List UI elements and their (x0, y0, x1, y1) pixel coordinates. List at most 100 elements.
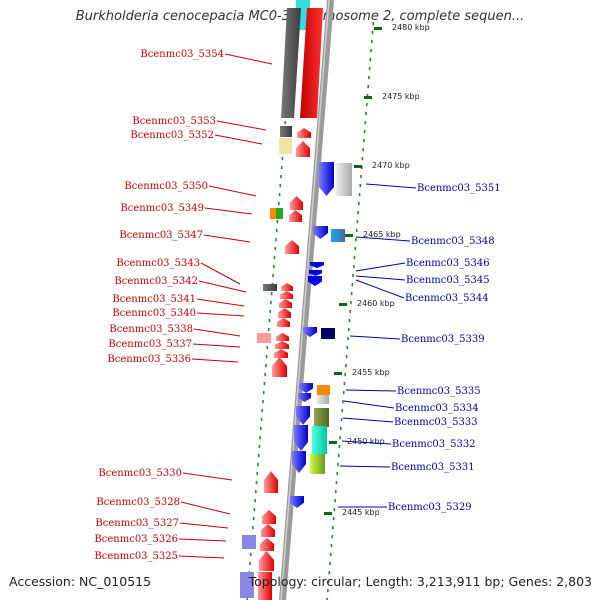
reverse-gene-label: Bcenmc03_5346 (406, 258, 490, 269)
forward-gene-leader (180, 501, 231, 515)
gene-arrow-reverse (296, 406, 310, 425)
gene-box-lime (310, 454, 325, 474)
forward-gene-leader (196, 312, 245, 317)
kbp-tick-mark (364, 96, 372, 99)
reverse-gene-leader (355, 279, 405, 299)
dotted-guide-dot (355, 229, 358, 233)
dotted-guide-dot (275, 238, 277, 242)
dotted-guide-dot (356, 220, 359, 224)
kbp-tick-mark (345, 234, 353, 237)
gene-arrow-forward (262, 510, 276, 524)
gene-arrow-forward (260, 538, 274, 551)
forward-gene-leader (214, 134, 263, 145)
dotted-guide-dot (355, 238, 357, 242)
kbp-tick-mark (324, 512, 332, 515)
dotted-guide-dot (332, 517, 335, 521)
gene-box-olive (314, 408, 329, 427)
dotted-guide-dot (363, 139, 365, 143)
gene-arrow-reverse (308, 276, 322, 286)
gene-box-lightgray (336, 163, 352, 196)
gene-arrow-reverse (298, 393, 311, 402)
dotted-guide-dot (261, 409, 264, 413)
dotted-guide-dot (335, 481, 338, 485)
kbp-tick-label: 2455 kbp (352, 368, 390, 377)
dotted-guide-dot (276, 220, 279, 224)
dotted-guide-dot (370, 49, 372, 53)
dotted-guide-dot (352, 274, 354, 278)
dotted-guide-dot (358, 193, 361, 197)
gene-block-large-red (300, 8, 323, 118)
dotted-guide-dot (280, 175, 282, 179)
gene-box-pink (257, 333, 271, 343)
dotted-guide-dot (262, 391, 265, 395)
gene-arrow-forward (275, 341, 289, 349)
kbp-tick-mark (374, 27, 382, 30)
reverse-gene-label: Bcenmc03_5331 (391, 462, 475, 473)
reverse-gene-label: Bcenmc03_5332 (392, 439, 476, 450)
gene-arrow-reverse (319, 162, 334, 196)
dotted-guide-dot (340, 418, 343, 422)
gene-arrow-reverse (294, 425, 308, 451)
dotted-guide-dot (362, 148, 364, 152)
gene-box-khaki (279, 138, 292, 154)
dotted-guide-dot (252, 517, 255, 521)
dotted-guide-dot (274, 247, 277, 251)
forward-gene-label: Bcenmc03_5354 (140, 49, 224, 60)
dotted-guide-dot (332, 526, 334, 530)
reverse-gene-label: Bcenmc03_5335 (397, 386, 481, 397)
dotted-guide-dot (258, 445, 261, 449)
dotted-guide-dot (333, 508, 336, 512)
dotted-guide-dot (367, 85, 369, 89)
forward-gene-label: Bcenmc03_5341 (112, 294, 196, 305)
gene-arrow-reverse (303, 327, 317, 337)
dotted-guide-dot (269, 310, 271, 314)
reverse-gene-label: Bcenmc03_5348 (411, 236, 495, 247)
dotted-guide-dot (262, 400, 264, 404)
kbp-tick-label: 2460 kbp (357, 299, 395, 308)
reverse-gene-label: Bcenmc03_5334 (395, 403, 479, 414)
forward-gene-label: Bcenmc03_5340 (112, 308, 196, 319)
dotted-guide-dot (350, 301, 352, 305)
gene-arrow-forward (296, 141, 310, 157)
dotted-guide-dot (327, 580, 330, 584)
reverse-gene-leader (343, 400, 395, 409)
dotted-guide-dot (344, 373, 346, 377)
reverse-gene-leader (365, 183, 417, 189)
reverse-gene-leader (355, 236, 411, 242)
dotted-guide-dot (357, 211, 359, 215)
dotted-guide-dot (264, 373, 266, 377)
kbp-tick-mark (329, 441, 337, 444)
gene-arrow-forward (261, 524, 275, 537)
dotted-guide-dot (334, 499, 336, 503)
gene-arrow-forward (289, 210, 302, 222)
dotted-guide-dot (337, 463, 339, 467)
gene-box-gray (280, 126, 292, 137)
dotted-guide-dot (353, 256, 356, 260)
dotted-guide-dot (359, 184, 362, 188)
dotted-guide-dot (329, 562, 331, 566)
forward-gene-label: Bcenmc03_5327 (95, 518, 179, 529)
gene-arrow-forward (279, 299, 292, 308)
dotted-guide-dot (257, 463, 259, 467)
forward-gene-leader (196, 298, 245, 307)
forward-gene-label: Bcenmc03_5326 (94, 534, 178, 545)
kbp-tick-label: 2465 kbp (363, 230, 401, 239)
gene-arrow-reverse (310, 262, 324, 268)
dotted-guide-dot (275, 229, 278, 233)
dotted-guide-dot (278, 202, 280, 206)
forward-gene-label: Bcenmc03_5338 (109, 324, 193, 335)
gene-arrow-reverse (290, 496, 304, 508)
dotted-guide-dot (326, 598, 328, 600)
gene-arrow-reverse (292, 451, 306, 473)
gene-arrow-forward (259, 551, 274, 571)
gene-box-violet (242, 535, 256, 549)
dotted-guide-dot (272, 274, 274, 278)
reverse-gene-leader (345, 389, 397, 392)
dotted-guide-dot (249, 562, 251, 566)
gene-arrow-forward (277, 318, 290, 327)
dotted-guide-dot (327, 589, 329, 593)
gene-box-gray (263, 284, 277, 291)
dotted-guide-dot (368, 76, 370, 80)
forward-gene-leader (200, 262, 241, 285)
dotted-guide-dot (361, 157, 364, 161)
